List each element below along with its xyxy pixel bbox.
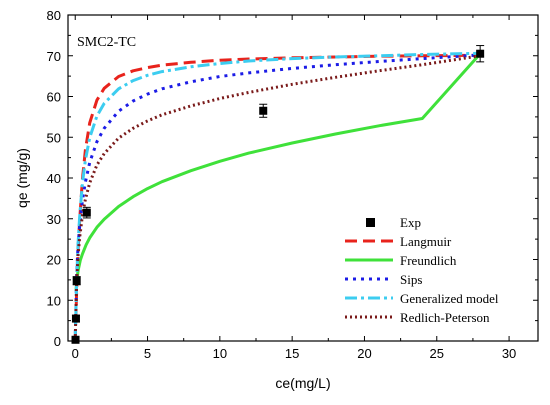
x-tick-label: 15 [285, 346, 299, 361]
data-point [72, 276, 81, 285]
y-tick-label: 0 [54, 334, 61, 349]
legend: Exp Langmuir Freundlich Sips Generalized mod… [345, 215, 499, 325]
legend-label: Exp [400, 215, 421, 230]
axes-layer: 0 5 10 15 20 25 30 0 10 20 30 40 50 60 70 80 [47, 8, 539, 361]
series-layer [73, 51, 482, 341]
series-line-freundlich [74, 52, 482, 292]
y-tick-label: 20 [47, 253, 61, 268]
x-tick-label: 10 [213, 346, 227, 361]
x-tick-label: 30 [502, 346, 516, 361]
y-tick-label: 80 [47, 8, 61, 23]
data-point [71, 335, 80, 344]
x-axis-title: ce(mg/L) [275, 375, 330, 391]
x-tick-label: 20 [357, 346, 371, 361]
x-tick-label: 25 [430, 346, 444, 361]
y-tick-label: 70 [47, 49, 61, 64]
y-tick-label: 40 [47, 171, 61, 186]
x-tick-label: 5 [144, 346, 151, 361]
legend-label: Sips [400, 272, 422, 287]
y-tick-label: 50 [47, 130, 61, 145]
y-axis-title: qe (mg/g) [14, 148, 30, 208]
y-tick-label: 30 [47, 212, 61, 227]
legend-label: Freundlich [400, 253, 457, 268]
legend-label: Redlich-Peterson [400, 310, 490, 325]
data-point [71, 314, 80, 323]
legend-marker [366, 218, 375, 227]
points-layer [71, 45, 485, 344]
legend-label: Langmuir [400, 234, 452, 249]
chart-annotation: SMC2-TC [77, 35, 136, 50]
data-point [259, 106, 268, 115]
data-point [82, 208, 91, 217]
data-point [476, 49, 485, 58]
x-tick-label: 0 [72, 346, 79, 361]
series-line-sips [73, 53, 481, 341]
series-line-generalized-model [73, 51, 481, 341]
y-tick-label: 10 [47, 293, 61, 308]
legend-label: Generalized model [400, 291, 499, 306]
series-line-redlich-peterson [73, 54, 481, 341]
y-tick-label: 60 [47, 90, 61, 105]
